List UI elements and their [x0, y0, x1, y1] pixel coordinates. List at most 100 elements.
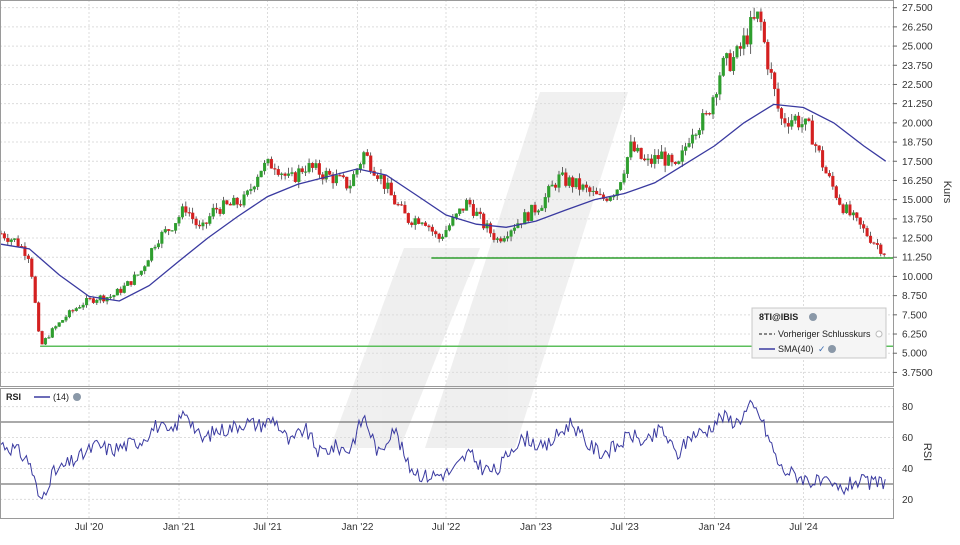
candle-body — [434, 231, 438, 235]
candle-body — [430, 226, 434, 232]
rsi-legend: RSI (14) — [6, 392, 81, 402]
candle-body — [239, 204, 243, 206]
candle-body — [174, 223, 178, 231]
candle-body — [540, 207, 544, 211]
candle-body — [2, 233, 6, 239]
candle-body — [88, 298, 92, 300]
candle-body — [180, 206, 184, 218]
candle-body — [646, 158, 650, 161]
candle-body — [458, 208, 462, 214]
candle-body — [721, 57, 725, 76]
candle-body — [420, 222, 424, 224]
candle-body — [263, 162, 267, 172]
candle-body — [742, 35, 746, 49]
candle-body — [653, 155, 657, 164]
rsi-tick-label: 20 — [902, 495, 914, 506]
candle-body — [126, 281, 130, 286]
candle-body — [841, 204, 845, 214]
candle-body — [735, 46, 739, 58]
rsi-legend-info-icon[interactable] — [73, 393, 81, 401]
rsi-grid — [0, 388, 893, 518]
candle-body — [752, 17, 756, 19]
candle-body — [461, 208, 465, 211]
candle-body — [399, 204, 404, 206]
x-tick-label: Jul '23 — [610, 522, 639, 533]
candle-body — [355, 169, 359, 175]
candle-body — [649, 158, 653, 164]
legend-prev-close-toggle-icon[interactable] — [875, 330, 883, 338]
candle-body — [495, 238, 499, 240]
candle-body — [362, 152, 366, 165]
candle-body — [403, 204, 407, 214]
legend-symbol-info-icon[interactable] — [809, 313, 817, 321]
candle-body — [605, 198, 609, 201]
candle-body — [619, 182, 623, 190]
candle-body — [875, 243, 879, 245]
candle-body — [269, 158, 273, 169]
candle-body — [290, 172, 294, 174]
candle-body — [108, 296, 113, 298]
candle-body — [783, 118, 787, 124]
candle-body — [773, 72, 777, 90]
candle-body — [636, 147, 640, 152]
candle-body — [417, 218, 421, 224]
candle-body — [523, 212, 527, 225]
candle-body — [197, 224, 202, 227]
candle-body — [170, 230, 174, 232]
candle-body — [858, 217, 862, 225]
candle-body — [831, 175, 835, 187]
candle-body — [266, 158, 270, 164]
price-tick-label: 3.7500 — [902, 368, 933, 379]
candle-body — [762, 21, 766, 43]
candle-body — [632, 141, 636, 152]
price-tick-label: 10.000 — [902, 272, 933, 283]
candle-body — [824, 167, 828, 174]
candle-body — [625, 157, 629, 174]
candle-body — [348, 185, 352, 189]
candle-body — [201, 222, 205, 227]
candle-body — [660, 151, 664, 160]
candle-body — [872, 242, 876, 244]
candle-body — [769, 69, 773, 73]
candle-body — [23, 246, 27, 256]
candle-body — [629, 141, 633, 158]
candle-body — [160, 231, 164, 244]
candle-body — [817, 145, 821, 151]
legend-prev-close-label: Vorheriger Schlusskurs — [778, 329, 871, 339]
candle-body — [862, 224, 866, 229]
candle-body — [807, 118, 811, 121]
candle-body — [215, 207, 219, 210]
candle-body — [471, 204, 475, 216]
x-tick-label: Jan '24 — [699, 522, 731, 533]
candle-body — [838, 197, 842, 205]
legend-sma-check-icon[interactable]: ✓ — [818, 344, 826, 354]
candle-body — [57, 322, 61, 327]
candle-body — [557, 174, 561, 188]
candle-body — [465, 199, 469, 211]
candle-body — [745, 35, 749, 45]
candle-body — [304, 171, 308, 173]
candle-body — [666, 154, 671, 166]
candle-body — [810, 120, 814, 145]
legend-sma-info-icon[interactable] — [828, 345, 836, 353]
candle-body — [352, 174, 356, 187]
candle-body — [9, 239, 13, 242]
candle-body — [396, 204, 400, 206]
candle-body — [334, 175, 339, 184]
candle-body — [615, 189, 619, 196]
candle-body — [543, 197, 547, 209]
candle-body — [331, 174, 335, 184]
candle-body — [803, 118, 808, 125]
candle-body — [413, 218, 417, 225]
price-tick-label: 16.250 — [902, 176, 933, 187]
candle-body — [276, 169, 280, 175]
candle-body — [441, 236, 445, 239]
candle-body — [91, 298, 95, 303]
rsi-tick-label: 60 — [902, 433, 914, 444]
candle-body — [177, 216, 181, 224]
candle-body — [718, 75, 722, 95]
candle-body — [410, 222, 414, 225]
candle-body — [488, 223, 493, 234]
candle-body — [492, 233, 496, 240]
